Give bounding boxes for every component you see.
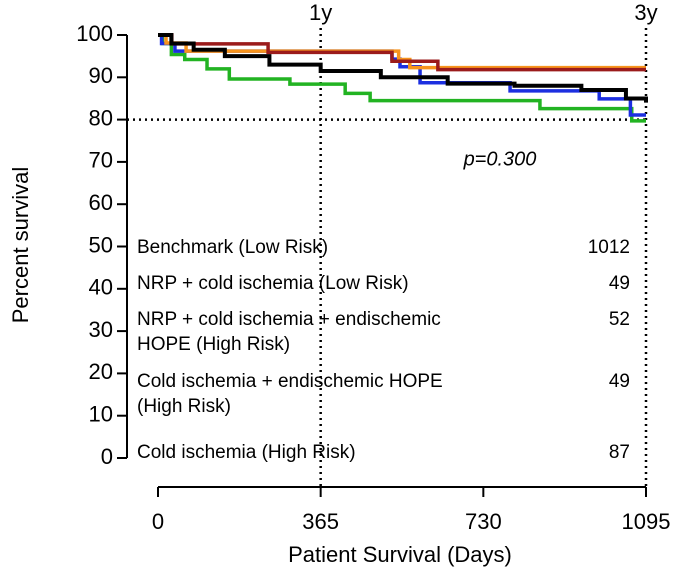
legend-label: NRP + cold ischemia (Low Risk) [137, 273, 409, 294]
y-tick-label: 30 [89, 317, 113, 342]
survival-curve [158, 33, 648, 103]
legend-count: 1012 [587, 237, 630, 258]
x-tick-label: 730 [465, 509, 502, 534]
reference-label: 1y [309, 0, 332, 25]
y-tick-label: 50 [89, 232, 113, 257]
legend-label: Cold ischemia + endischemic HOPE (High R… [137, 371, 443, 417]
survival-curve [158, 33, 646, 117]
x-tick-label: 1095 [622, 509, 671, 534]
y-axis-title: Percent survival [8, 167, 33, 324]
y-tick-label: 70 [89, 148, 113, 173]
x-axis-title: Patient Survival (Days) [288, 542, 512, 567]
legend-count: 87 [608, 442, 630, 463]
survival-curve [158, 33, 646, 123]
legend-label: Cold ischemia (High Risk) [137, 442, 356, 463]
reference-label: 3y [634, 0, 657, 25]
y-tick-label: 90 [89, 63, 113, 88]
x-tick-label: 0 [152, 509, 164, 534]
y-tick-label: 60 [89, 190, 113, 215]
annotation: p=0.300 [463, 148, 537, 170]
legend-count: 52 [608, 309, 630, 330]
legend-count: 49 [608, 371, 630, 392]
legend-count: 49 [608, 273, 630, 294]
y-tick-label: 0 [101, 444, 113, 469]
y-tick-label: 10 [89, 402, 113, 427]
y-tick-label: 20 [89, 359, 113, 384]
legend-label: Benchmark (Low Risk) [137, 237, 329, 258]
y-tick-label: 80 [89, 105, 113, 130]
y-tick-label: 40 [89, 275, 113, 300]
y-tick-label: 100 [76, 21, 113, 46]
legend-label: NRP + cold ischemia + endischemic HOPE (… [137, 309, 441, 355]
x-tick-label: 365 [302, 509, 339, 534]
